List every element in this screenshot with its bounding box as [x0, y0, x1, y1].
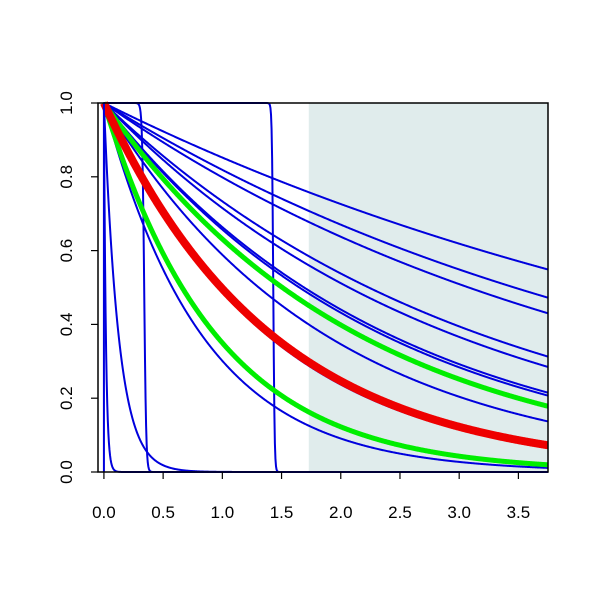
y-tick-label: 0.4: [57, 313, 76, 337]
series-line: [103, 102, 548, 358]
series-line: [103, 102, 548, 299]
series-line: [101, 101, 548, 409]
x-tick-label: 3.0: [447, 503, 471, 522]
y-tick-label: 0.8: [57, 165, 76, 189]
series-line: [100, 101, 548, 450]
series-line: [103, 102, 548, 271]
series-line: [103, 102, 548, 368]
series-line: [102, 102, 548, 469]
y-tick-label: 0.0: [57, 460, 76, 484]
plot-frame: [97, 102, 549, 473]
x-tick-label: 1.5: [270, 503, 294, 522]
series-line: [103, 102, 548, 394]
x-tick-label: 0.5: [151, 503, 175, 522]
y-tick-label: 0.6: [57, 239, 76, 263]
x-tick-label: 1.0: [211, 503, 235, 522]
y-tick-label: 1.0: [57, 91, 76, 115]
y-tick-label: 0.2: [57, 386, 76, 410]
x-tick-label: 0.0: [92, 503, 116, 522]
series-line: [103, 102, 548, 423]
x-tick-label: 2.5: [388, 503, 412, 522]
series-line: [103, 102, 548, 315]
x-tick-label: 2.0: [329, 503, 353, 522]
axes-layer: 0.0 0.5 1.0 1.5 2.0 2.5 3.0 3.5 0.0 0.2 0.4 0.6 0.8 1…: [57, 91, 549, 522]
series-line: [101, 102, 548, 468]
series-line: [103, 102, 548, 397]
x-tick-label: 3.5: [507, 503, 531, 522]
